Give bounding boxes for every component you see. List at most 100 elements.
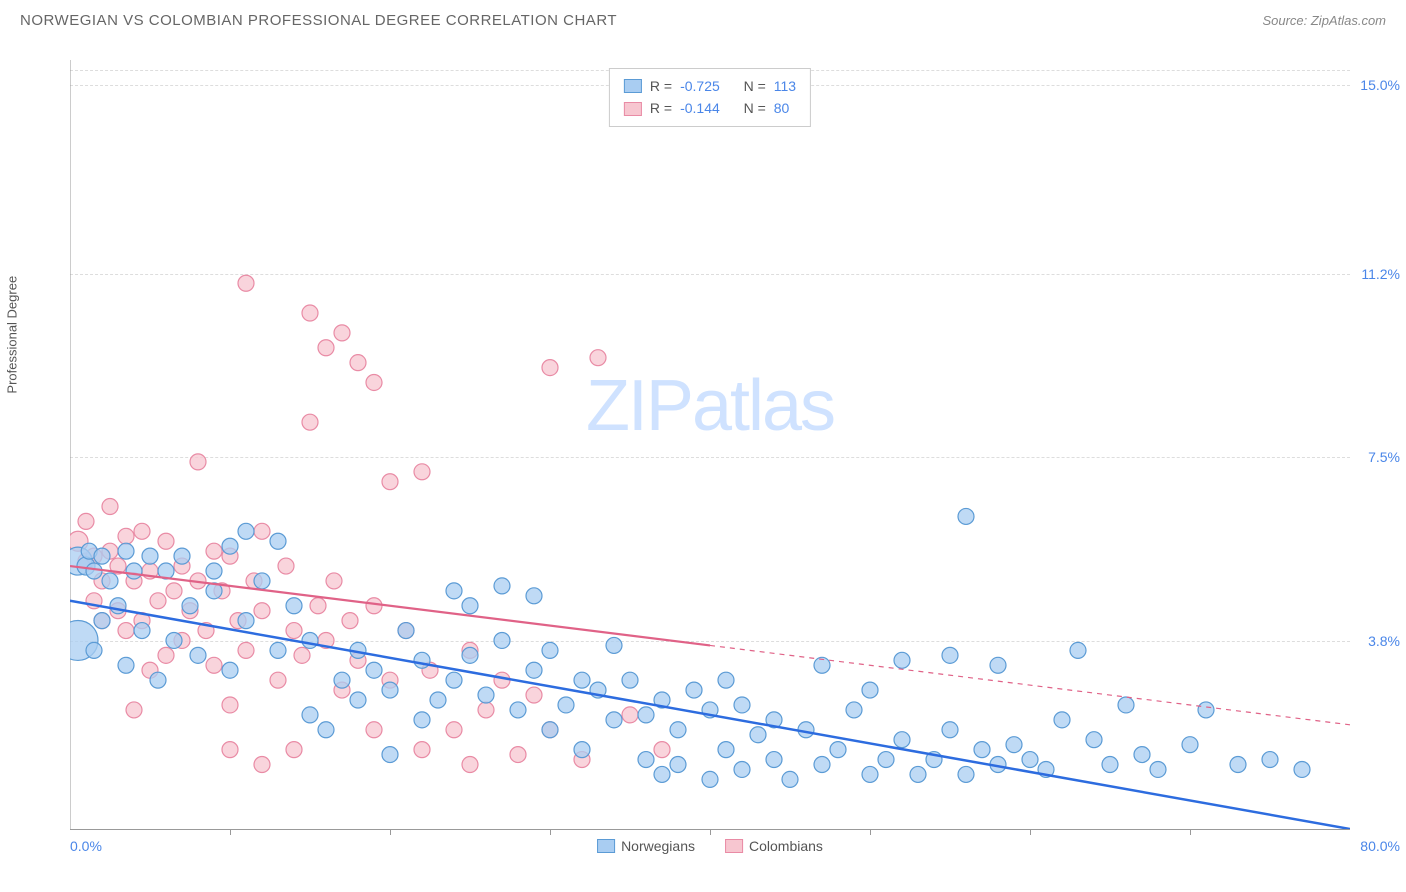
scatter-point — [990, 657, 1006, 673]
scatter-point — [190, 647, 206, 663]
scatter-point — [974, 742, 990, 758]
scatter-point — [670, 722, 686, 738]
scatter-point — [158, 533, 174, 549]
scatter-point — [86, 563, 102, 579]
ytick-label: 15.0% — [1355, 77, 1400, 93]
ytick-label: 7.5% — [1355, 449, 1400, 465]
scatter-point — [118, 528, 134, 544]
scatter-point — [302, 414, 318, 430]
scatter-point — [366, 662, 382, 678]
scatter-point — [254, 523, 270, 539]
scatter-point — [302, 707, 318, 723]
scatter-point — [1198, 702, 1214, 718]
scatter-point — [462, 598, 478, 614]
scatter-point — [414, 712, 430, 728]
scatter-point — [590, 350, 606, 366]
scatter-point — [446, 672, 462, 688]
xtick — [870, 829, 871, 835]
scatter-point — [238, 613, 254, 629]
scatter-point — [190, 454, 206, 470]
scatter-point — [294, 647, 310, 663]
scatter-point — [526, 687, 542, 703]
swatch-norwegians-icon — [597, 839, 615, 853]
scatter-point — [318, 340, 334, 356]
xtick — [1030, 829, 1031, 835]
scatter-point — [478, 687, 494, 703]
scatter-point — [942, 722, 958, 738]
scatter-point — [134, 623, 150, 639]
scatter-point — [750, 727, 766, 743]
scatter-point — [166, 583, 182, 599]
scatter-point — [318, 722, 334, 738]
n-value-colombians: 80 — [774, 97, 790, 119]
scatter-point — [102, 499, 118, 515]
chart-container: Professional Degree ZIPatlas R = -0.725 … — [50, 50, 1360, 840]
regression-line — [70, 566, 710, 645]
regression-line — [70, 601, 1350, 829]
scatter-point — [478, 702, 494, 718]
scatter-point — [766, 752, 782, 768]
yaxis-label: Professional Degree — [5, 276, 20, 394]
scatter-plot-svg — [70, 60, 1350, 829]
scatter-point — [862, 682, 878, 698]
scatter-point — [526, 662, 542, 678]
scatter-point — [254, 757, 270, 773]
xaxis-min-label: 0.0% — [70, 838, 102, 854]
scatter-point — [814, 757, 830, 773]
legend-label-colombians: Colombians — [749, 838, 823, 854]
scatter-point — [414, 742, 430, 758]
scatter-point — [1294, 761, 1310, 777]
scatter-point — [1086, 732, 1102, 748]
scatter-point — [118, 657, 134, 673]
scatter-point — [734, 761, 750, 777]
scatter-point — [654, 742, 670, 758]
scatter-point — [574, 742, 590, 758]
scatter-point — [1262, 752, 1278, 768]
scatter-point — [638, 707, 654, 723]
scatter-point — [958, 766, 974, 782]
scatter-point — [222, 538, 238, 554]
scatter-point — [462, 757, 478, 773]
scatter-point — [1118, 697, 1134, 713]
scatter-point — [958, 508, 974, 524]
scatter-point — [382, 682, 398, 698]
scatter-point — [686, 682, 702, 698]
scatter-point — [270, 642, 286, 658]
scatter-point — [238, 642, 254, 658]
r-value-colombians: -0.144 — [680, 97, 720, 119]
scatter-point — [1182, 737, 1198, 753]
scatter-point — [382, 747, 398, 763]
scatter-point — [1070, 642, 1086, 658]
scatter-point — [622, 672, 638, 688]
scatter-point — [254, 603, 270, 619]
scatter-point — [1054, 712, 1070, 728]
scatter-point — [542, 642, 558, 658]
scatter-point — [174, 548, 190, 564]
scatter-point — [78, 513, 94, 529]
xtick — [390, 829, 391, 835]
xtick — [710, 829, 711, 835]
scatter-point — [86, 642, 102, 658]
scatter-point — [558, 697, 574, 713]
n-label: N = — [744, 75, 766, 97]
scatter-point — [118, 543, 134, 559]
ytick-label: 11.2% — [1355, 266, 1400, 282]
scatter-point — [494, 578, 510, 594]
scatter-point — [894, 732, 910, 748]
ytick-label: 3.8% — [1355, 633, 1400, 649]
scatter-point — [1150, 761, 1166, 777]
legend-stats-row-norwegians: R = -0.725 N = 113 — [624, 75, 796, 97]
scatter-point — [286, 598, 302, 614]
legend-bottom: Norwegians Colombians — [597, 838, 823, 854]
scatter-point — [942, 647, 958, 663]
scatter-point — [446, 722, 462, 738]
scatter-point — [238, 275, 254, 291]
scatter-point — [270, 672, 286, 688]
scatter-point — [718, 672, 734, 688]
scatter-point — [286, 742, 302, 758]
scatter-point — [254, 573, 270, 589]
scatter-point — [326, 573, 342, 589]
scatter-point — [1230, 757, 1246, 773]
scatter-point — [782, 771, 798, 787]
scatter-point — [334, 325, 350, 341]
